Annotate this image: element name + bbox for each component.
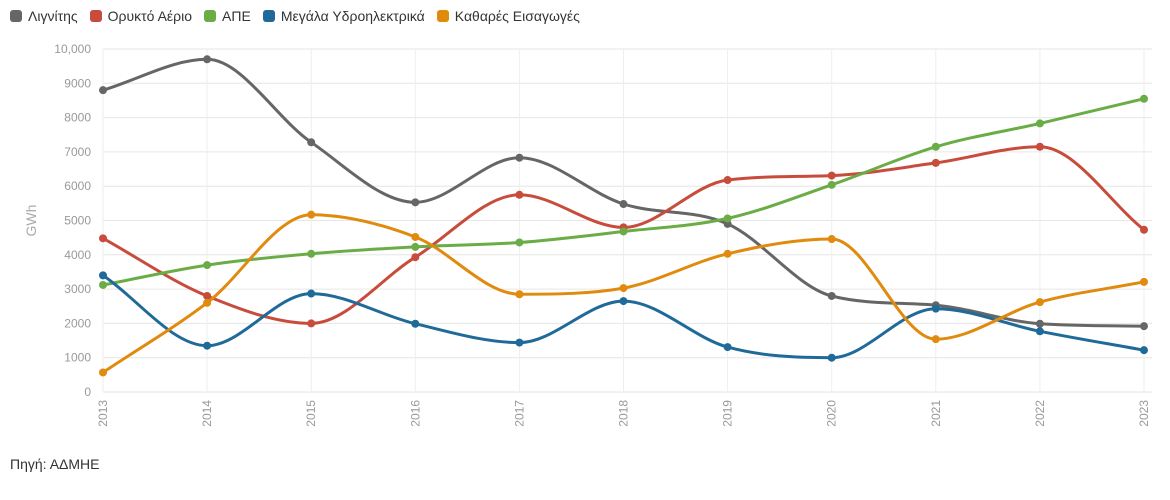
series-3-point [1035,119,1044,128]
y-tick-label: 10,000 [54,42,91,56]
series-2-point [203,291,212,300]
series-5-point [411,232,420,241]
series-1-point [1140,322,1148,331]
series-2-point [411,253,420,262]
y-tick-label: 5000 [64,214,91,228]
legend-item-2[interactable]: Ορυκτό Αέριο [89,6,193,26]
series-3-point [307,249,316,258]
series-4-point [931,304,940,313]
y-tick-label: 6000 [64,179,91,193]
series-5-point [827,235,836,244]
series-2-point [1140,225,1148,234]
x-tick-label: 2014 [200,400,214,427]
series-1-point [1035,319,1044,328]
series-line-1 [101,57,1146,328]
y-tick-label: 9000 [64,76,91,90]
x-tick-label: 2022 [1033,400,1047,427]
series-4-point [1140,346,1148,355]
series-4-point [99,271,107,280]
series-2-point [723,176,732,185]
x-tick-label: 2020 [825,400,839,427]
series-3-point [99,280,107,289]
legend-label: Μεγάλα Υδροηλεκτρικά [280,8,425,24]
legend-label: Λιγνίτης [28,8,78,24]
series-1-point [307,138,316,147]
x-tick-label: 2015 [304,400,318,427]
series-1-point [203,55,212,64]
series-5-point [931,335,940,344]
series-3-point [723,214,732,223]
legend-swatch [10,10,22,22]
series-2-point [1035,142,1044,151]
legend-label: Καθαρές Εισαγωγές [454,8,580,24]
series-3-point [411,242,420,251]
series-2-point [931,158,940,167]
legend-swatch [204,10,217,22]
legend-item-5[interactable]: Καθαρές Εισαγωγές [436,6,580,26]
series-3-point [619,227,628,236]
series-5-point [619,284,628,293]
legend-item-4[interactable]: Μεγάλα Υδροηλεκτρικά [262,6,425,26]
series-1-point [99,86,107,95]
x-tick-label: 2016 [408,400,422,427]
series-1-point [723,219,732,228]
series-1-point [619,200,628,209]
series-3-point [827,180,836,189]
legend-item-1[interactable]: Λιγνίτης [10,6,78,26]
series-4-point [203,341,212,350]
chart-legend: Λιγνίτης Ορυκτό Αέριο ΑΠΕ Μεγάλα Υδροηλεκτρ… [10,6,580,26]
y-tick-label: 0 [84,385,91,399]
series-5-point [307,210,316,219]
series-4-point [307,289,316,298]
source-note: Πηγή: ΑΔΜΗΕ [10,456,100,472]
series-5-point [515,290,524,299]
x-tick-label: 2017 [512,400,526,427]
y-tick-label: 8000 [64,111,91,125]
y-tick-label: 2000 [64,316,91,330]
y-axis-label: GWh [23,205,39,237]
series-3-point [1140,94,1148,103]
legend-label: ΑΠΕ [222,8,251,24]
series-3-point [515,238,524,247]
y-tick-label: 4000 [64,248,91,262]
legend-swatch [436,10,449,22]
series-4-point [619,297,628,306]
series-4-point [827,353,836,362]
series-4-point [723,343,732,352]
series-4-point [1035,327,1044,336]
legend-item-3[interactable]: ΑΠΕ [204,6,251,26]
series-5-point [1035,298,1044,307]
series-5-point [203,298,212,307]
series-2-point [827,171,836,180]
series-4-point [411,319,420,328]
series-2-point [515,190,524,199]
legend-swatch [262,10,275,22]
series-4-point [515,338,524,347]
series-5-point [1140,277,1148,286]
series-3-point [203,261,212,270]
series-1-point [515,153,524,162]
x-tick-label: 2021 [929,400,943,427]
series-5-point [99,368,107,377]
x-tick-label: 2023 [1137,400,1151,427]
y-tick-label: 7000 [64,145,91,159]
y-tick-label: 3000 [64,282,91,296]
series-1-point [411,198,420,207]
gridlines [102,48,1152,393]
series-1-point [827,291,836,300]
series-2-point [99,234,107,243]
series-5-point [723,249,732,258]
series-3-point [931,142,940,151]
y-tick-label: 1000 [64,351,91,365]
axes: 0 1000 2000 3000 4000 5000 6000 7000 8000 9000 10,… [54,42,1151,427]
series-points [99,55,1148,377]
x-tick-label: 2018 [617,400,631,427]
x-tick-label: 2013 [96,400,110,427]
series-2-point [307,319,316,328]
x-tick-label: 2019 [721,400,735,427]
legend-swatch [89,10,102,22]
legend-label: Ορυκτό Αέριο [107,8,193,24]
